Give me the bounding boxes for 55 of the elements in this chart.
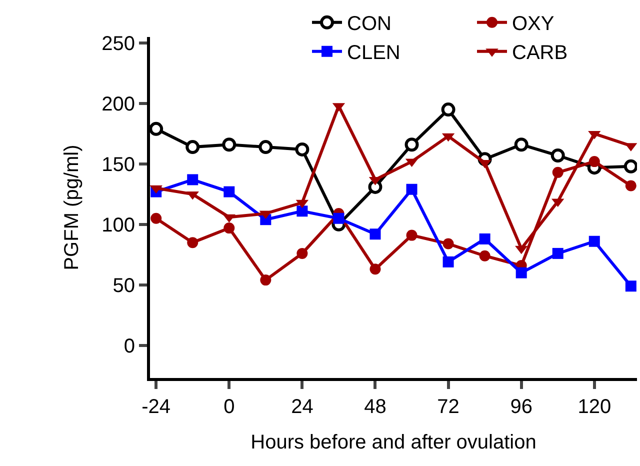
point — [552, 166, 564, 178]
y-axis-title: PGFM (pg/ml) — [61, 144, 84, 270]
point — [296, 206, 308, 217]
point — [150, 212, 162, 224]
point — [588, 156, 600, 168]
point — [224, 222, 235, 234]
x-tick-label: 72 — [437, 396, 460, 418]
legend-label: CON — [347, 13, 392, 36]
x-tick-label: -24 — [142, 396, 171, 418]
y-tick-label: 150 — [102, 154, 135, 176]
point — [187, 237, 198, 248]
point — [514, 138, 528, 152]
legend-label: CLEN — [347, 42, 400, 64]
point — [368, 180, 382, 194]
point — [442, 256, 454, 268]
legend-label: CARB — [512, 42, 568, 64]
point — [370, 228, 381, 240]
point — [260, 274, 272, 286]
point — [222, 138, 236, 152]
point — [625, 180, 636, 192]
y-tick-label: 0 — [124, 335, 135, 358]
point — [624, 159, 637, 174]
point — [295, 142, 310, 156]
point — [406, 184, 418, 195]
y-tick-label: 250 — [102, 33, 135, 56]
point — [224, 186, 235, 198]
point — [441, 102, 456, 117]
point — [442, 238, 454, 250]
point — [150, 122, 164, 136]
y-tick-label: 200 — [102, 94, 135, 116]
x-tick-label: 0 — [224, 396, 235, 418]
point — [404, 138, 419, 152]
point — [333, 212, 344, 224]
x-tick-label: 96 — [510, 396, 532, 418]
point — [370, 264, 381, 275]
point — [479, 250, 490, 262]
point — [516, 267, 527, 278]
x-tick-label: 120 — [578, 396, 612, 418]
y-tick-label: 50 — [112, 274, 135, 297]
point — [479, 233, 490, 244]
y-tick-label: 100 — [102, 214, 135, 236]
point — [550, 148, 565, 162]
x-tick-label: 48 — [364, 396, 386, 418]
point — [258, 140, 273, 154]
x-tick-label: 24 — [291, 396, 314, 418]
point — [552, 248, 564, 259]
legend-label: OXY — [512, 13, 554, 36]
point — [625, 280, 636, 292]
x-axis-title: Hours before and after ovulation — [250, 432, 536, 454]
point — [187, 174, 198, 186]
point — [296, 248, 308, 259]
point — [186, 140, 200, 154]
point — [150, 185, 162, 194]
point — [588, 236, 600, 247]
point — [406, 230, 418, 241]
